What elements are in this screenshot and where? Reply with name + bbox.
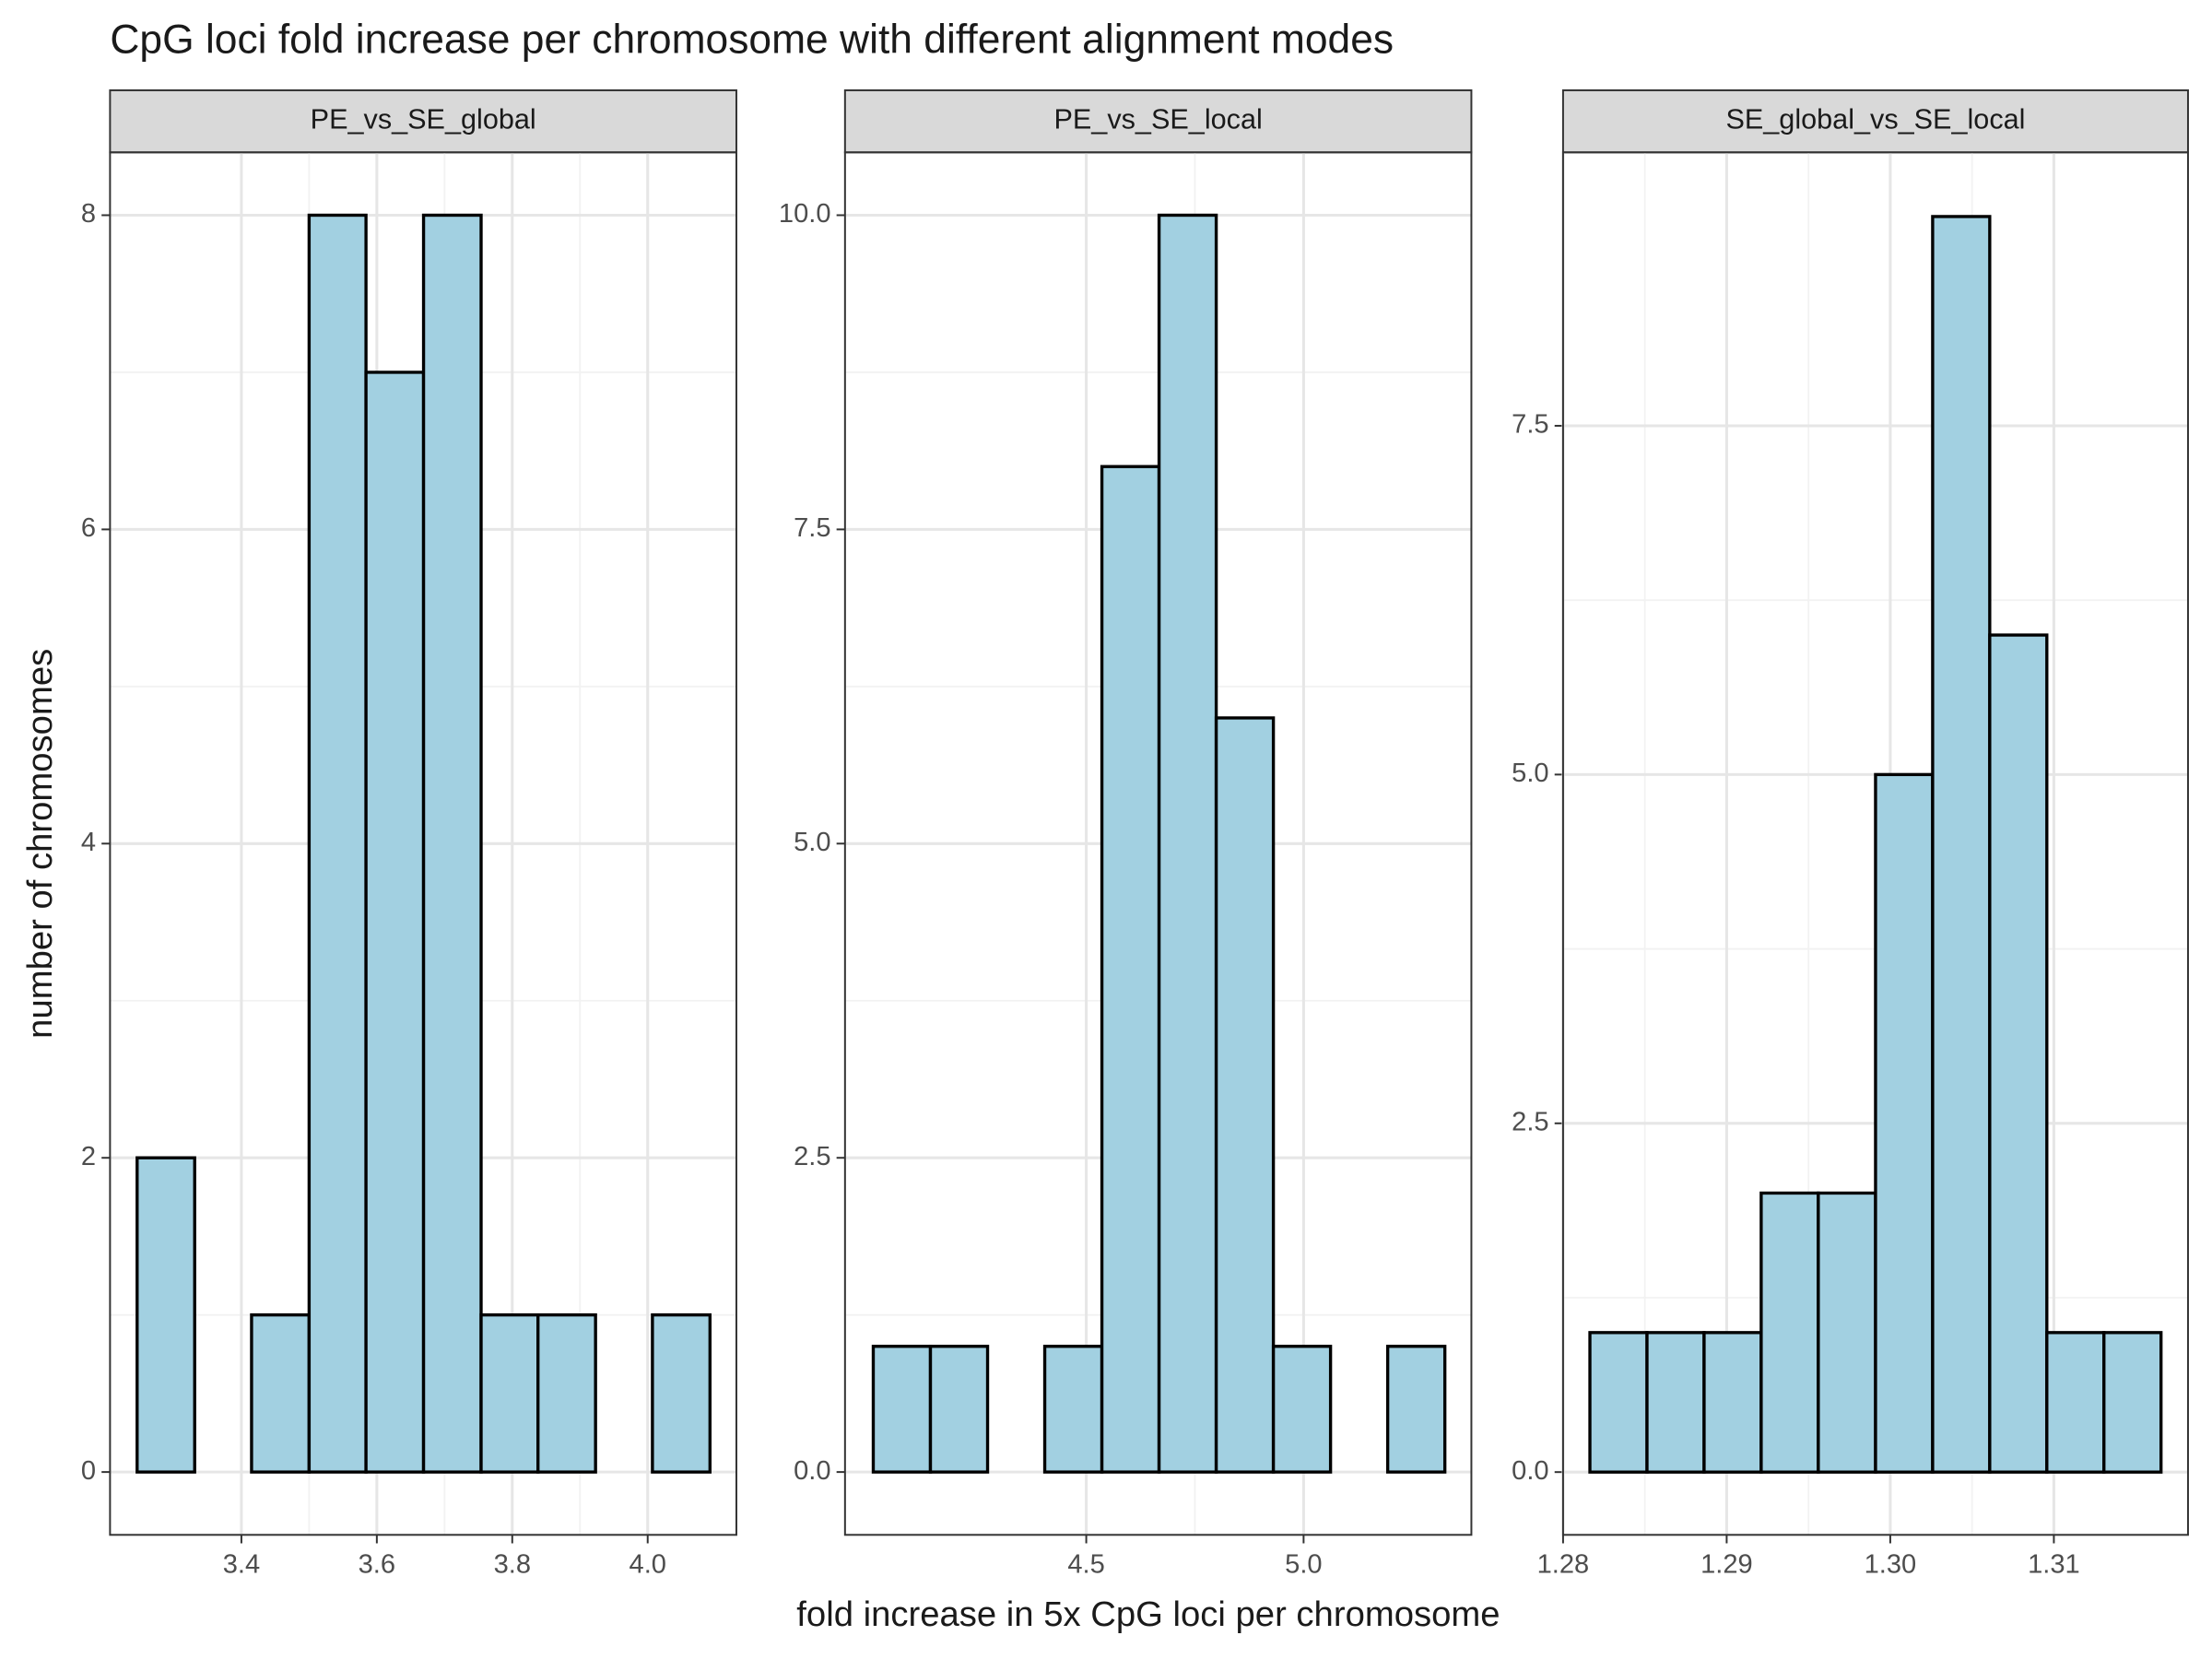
x-tick-label: 1.30 [1865, 1550, 1917, 1580]
bar [307, 213, 368, 1474]
x-tick-label: 3.8 [494, 1550, 531, 1580]
x-tick-label: 5.0 [1285, 1550, 1322, 1580]
y-tick-label: 5.0 [794, 828, 830, 857]
x-tick-label: 1.29 [1700, 1550, 1753, 1580]
chart-title: CpG loci fold increase per chromosome wi… [110, 18, 1394, 63]
x-tick-label: 4.0 [629, 1550, 666, 1580]
bar [135, 1156, 196, 1474]
y-tick-label: 7.5 [1512, 410, 1548, 440]
y-tick-label: 4 [81, 828, 96, 857]
bar [250, 1312, 312, 1474]
bar [1042, 1345, 1104, 1474]
y-tick-label: 6 [81, 513, 96, 543]
y-tick-label: 0 [81, 1456, 96, 1486]
bar [871, 1345, 933, 1474]
strip [1561, 88, 2189, 154]
y-tick-label: 5.0 [1512, 759, 1548, 788]
panel-border [843, 151, 1473, 1536]
strip [109, 88, 737, 154]
x-tick-label: 1.31 [2028, 1550, 2080, 1580]
bar [2045, 1331, 2106, 1474]
x-axis-label: fold increase in 5x CpG loci per chromos… [796, 1594, 1500, 1634]
bar [1988, 633, 2049, 1474]
y-tick-label: 0.0 [794, 1456, 830, 1486]
bar [1214, 716, 1276, 1474]
y-tick-label: 0.0 [1512, 1456, 1548, 1486]
y-tick-label: 10.0 [779, 199, 831, 229]
y-tick-label: 7.5 [794, 513, 830, 543]
bar [1759, 1191, 1820, 1474]
bar [651, 1312, 712, 1474]
x-tick-label: 1.28 [1537, 1550, 1590, 1580]
strip-label: PE_vs_SE_global [311, 104, 536, 135]
bar [1931, 215, 1992, 1474]
bar [928, 1345, 990, 1474]
bar [536, 1312, 597, 1474]
bar [421, 213, 483, 1474]
strip-label: PE_vs_SE_local [1053, 104, 1262, 135]
bar [2102, 1331, 2163, 1474]
x-tick-label: 3.4 [223, 1550, 260, 1580]
y-tick-label: 2.5 [794, 1142, 830, 1171]
y-axis-label: number of chromosomes [20, 649, 60, 1039]
bar [1817, 1191, 1877, 1474]
y-tick-label: 8 [81, 199, 96, 229]
bar [1588, 1331, 1649, 1474]
bar [1100, 465, 1161, 1474]
bar [1645, 1331, 1706, 1474]
y-tick-label: 2 [81, 1142, 96, 1171]
bar [1874, 772, 1935, 1474]
panel-border [1561, 151, 2189, 1536]
x-tick-label: 4.5 [1067, 1550, 1104, 1580]
bar [364, 371, 426, 1474]
bar [1157, 213, 1218, 1474]
bar [1271, 1345, 1333, 1474]
strip [843, 88, 1473, 154]
y-tick-label: 2.5 [1512, 1107, 1548, 1136]
bar [479, 1312, 540, 1474]
strip-label: SE_global_vs_SE_local [1725, 104, 2025, 135]
x-tick-label: 3.6 [359, 1550, 395, 1580]
panel-border [109, 151, 737, 1536]
bar [1702, 1331, 1763, 1474]
bar [1385, 1345, 1447, 1474]
